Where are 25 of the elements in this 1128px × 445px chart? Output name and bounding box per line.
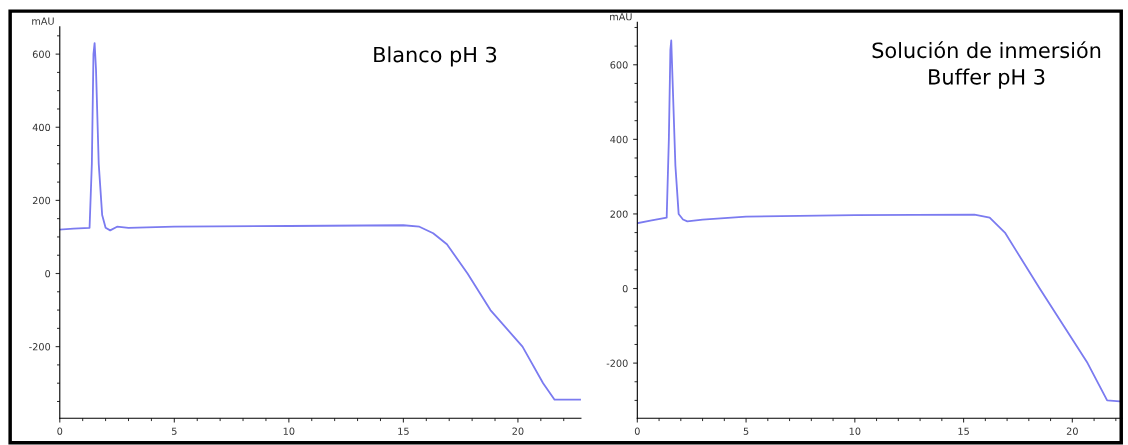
x-tick-label: 0: [57, 427, 63, 435]
y-tick-label: 200: [610, 210, 628, 218]
y-tick-label: 200: [32, 196, 51, 205]
x-tick-label: 0: [634, 427, 640, 435]
text: Solución de inmersión Buffer pH 3: [872, 41, 1101, 89]
y-tick-label: 600: [32, 50, 51, 58]
line-series: [59, 42, 581, 401]
x-tick-label: 10: [283, 427, 295, 435]
y-tick-label: 0: [45, 269, 51, 278]
x-tick-label: 20: [512, 427, 524, 435]
y-tick-label: -200: [606, 359, 628, 367]
y-tick-label: 400: [32, 123, 51, 132]
y-axis-title: mAU: [610, 13, 632, 21]
x-tick-label: 20: [1066, 427, 1078, 435]
y-tick-label: 600: [610, 61, 628, 69]
x-tick-label: 10: [849, 427, 861, 435]
y-tick-label: 0: [622, 285, 628, 293]
x-tick-label: 15: [958, 427, 969, 435]
x-tick-label: 15: [398, 427, 409, 435]
text: Blanco pH 3: [374, 46, 497, 67]
x-tick-label: 5: [743, 427, 749, 435]
y-tick-label: 400: [610, 135, 628, 144]
x-tick-label: 5: [171, 427, 177, 435]
y-axis-title: mAU: [32, 17, 54, 25]
y-tick-label: -200: [29, 343, 51, 351]
